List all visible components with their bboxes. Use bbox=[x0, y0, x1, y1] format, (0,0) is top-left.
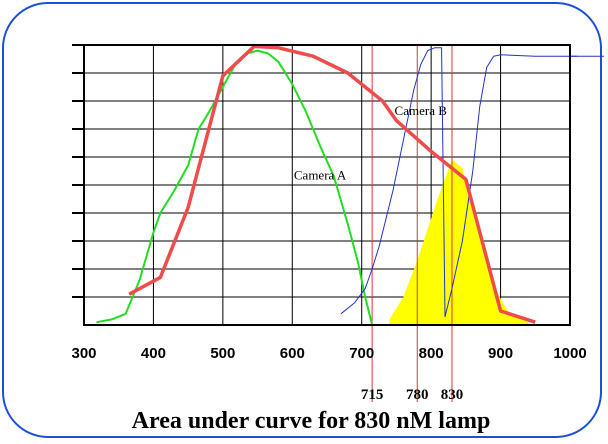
annotation-camera-b: Camera B bbox=[395, 103, 448, 118]
marker-label-830: 830 bbox=[441, 387, 464, 403]
x-tick-label: 700 bbox=[349, 345, 374, 362]
marker-lines bbox=[371, 45, 453, 402]
x-tick-label: 800 bbox=[419, 345, 444, 362]
x-tick-label: 1000 bbox=[553, 345, 586, 362]
x-tick-label: 600 bbox=[280, 345, 305, 362]
marker-label-780: 780 bbox=[406, 387, 429, 403]
x-tick-labels: 300 400 500 600 700 800 900 1000 715 780 830 bbox=[71, 345, 586, 403]
series-camera-b bbox=[340, 47, 577, 318]
series-camera-a bbox=[96, 49, 374, 326]
rounded-frame bbox=[2, 2, 602, 438]
marker-label-715: 715 bbox=[361, 387, 384, 403]
chart-title: Area under curve for 830 nM lamp bbox=[131, 408, 491, 434]
annotation-camera-a: Camera A bbox=[294, 167, 347, 182]
x-tick-label: 500 bbox=[210, 345, 235, 362]
series-lines bbox=[96, 44, 604, 326]
series-830-nm-lamp bbox=[128, 44, 536, 324]
shaded-area bbox=[389, 159, 529, 325]
x-tick-label: 400 bbox=[141, 345, 166, 362]
plot-border bbox=[83, 44, 571, 326]
x-tick-label: 900 bbox=[488, 345, 513, 362]
annotations: Camera A Camera B bbox=[294, 103, 447, 182]
x-tick-label: 300 bbox=[71, 345, 96, 362]
